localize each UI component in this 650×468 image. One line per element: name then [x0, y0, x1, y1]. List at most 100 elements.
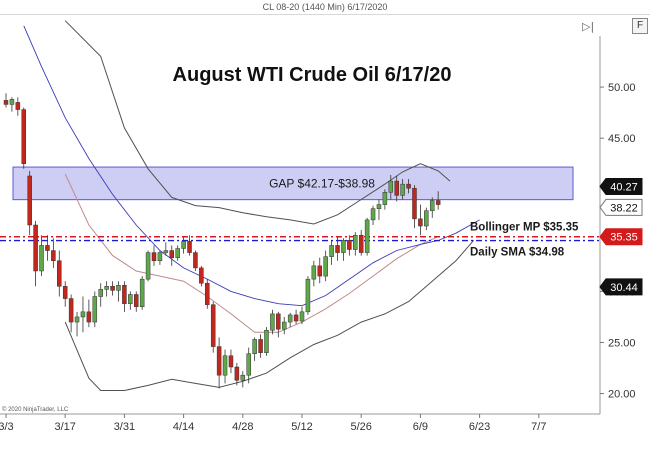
- candle-body: [86, 311, 92, 323]
- candle: [347, 235, 352, 256]
- candle-body: [139, 278, 145, 307]
- candle-body: [323, 256, 328, 277]
- candle: [287, 312, 293, 328]
- candle: [122, 281, 127, 312]
- candle-body: [317, 265, 323, 277]
- candle: [193, 250, 198, 271]
- candle: [335, 237, 340, 261]
- candle-body: [98, 289, 103, 297]
- x-tick-label: 5/12: [291, 421, 312, 433]
- candle: [299, 306, 305, 325]
- price-label-box: [599, 278, 643, 296]
- x-axis: 3/3 3/17 3/31 4/14 4/28 5/12 5/26 6/9 6/23 7/7: [0, 414, 546, 433]
- candle-body: [429, 200, 435, 211]
- candle: [406, 179, 411, 194]
- x-tick-label: 4/28: [232, 421, 253, 433]
- candle-body: [412, 187, 417, 220]
- candle-body: [45, 245, 50, 251]
- candle: [187, 235, 192, 256]
- candle: [222, 349, 228, 384]
- candle-body: [169, 250, 175, 258]
- candle: [234, 362, 240, 386]
- price-label-tag: 38.22: [599, 198, 643, 216]
- candle-body: [276, 313, 281, 330]
- candle: [264, 327, 269, 356]
- candle-body: [281, 321, 287, 330]
- price-label-text: 40.27: [610, 181, 638, 193]
- candle: [133, 291, 139, 312]
- plot-area: [0, 36, 600, 414]
- candle: [341, 238, 346, 261]
- candle-body: [151, 252, 157, 262]
- candle: [157, 250, 163, 265]
- candle-body: [287, 314, 293, 323]
- candle: [429, 197, 435, 218]
- candle: [51, 238, 56, 268]
- panel-toggle-button[interactable]: F: [632, 18, 648, 34]
- candle: [376, 199, 382, 220]
- candle-body: [347, 240, 352, 250]
- candle: [163, 242, 169, 256]
- candle-body: [382, 192, 388, 205]
- copyright-text: © 2020 NinjaTrader, LLC: [2, 406, 69, 413]
- candle-body: [3, 100, 9, 105]
- candle: [92, 291, 98, 328]
- gap-label: GAP $42.17-$38.98: [269, 176, 375, 190]
- candle-body: [394, 180, 399, 196]
- candle: [3, 93, 9, 108]
- candle: [151, 245, 157, 266]
- candle-body: [293, 314, 299, 322]
- candle: [394, 175, 399, 202]
- candle-body: [110, 286, 115, 291]
- candle: [281, 316, 287, 335]
- candle: [181, 237, 186, 254]
- candle-body: [376, 204, 382, 209]
- candle-body: [264, 329, 269, 353]
- candle: [293, 309, 299, 325]
- candle: [435, 191, 441, 210]
- candle: [33, 220, 38, 287]
- candle: [388, 174, 394, 200]
- candle: [400, 179, 405, 200]
- candles: [3, 93, 441, 389]
- candle-body: [228, 355, 234, 368]
- candle: [240, 371, 246, 388]
- candle: [27, 170, 32, 236]
- candle: [412, 185, 417, 229]
- candle: [145, 250, 151, 282]
- price-label-box: [599, 228, 643, 246]
- candle: [57, 250, 62, 297]
- candle-body: [400, 183, 405, 196]
- x-tick-label: 3/17: [54, 421, 75, 433]
- candle: [104, 281, 109, 297]
- candle: [364, 217, 370, 256]
- scroll-to-end-icon[interactable]: ▷|: [582, 20, 595, 33]
- chart-title: August WTI Crude Oil 6/17/20: [173, 64, 452, 86]
- candle-body: [222, 355, 228, 376]
- candle: [9, 97, 15, 112]
- candle-body: [246, 353, 251, 376]
- candle-body: [57, 260, 62, 287]
- candle-body: [33, 224, 38, 272]
- y-tick-label: 20.00: [608, 389, 636, 401]
- y-tick-label: 25.00: [608, 337, 636, 349]
- candle-body: [163, 250, 169, 253]
- candle-body: [353, 234, 358, 250]
- candle: [15, 97, 21, 116]
- candle-body: [205, 282, 210, 305]
- candle-body: [234, 366, 240, 381]
- y-tick-label: 50.00: [608, 82, 636, 94]
- x-tick-label: 5/26: [350, 421, 371, 433]
- candle-body: [51, 250, 56, 262]
- candle-body: [199, 267, 204, 284]
- candle-body: [27, 175, 32, 226]
- candle: [276, 311, 281, 338]
- candle: [98, 283, 103, 307]
- candle-body: [80, 311, 86, 318]
- candle-body: [305, 278, 311, 313]
- candle-body: [187, 241, 192, 253]
- candle-body: [128, 294, 133, 304]
- candle-body: [104, 286, 109, 290]
- price-label-tag: 30.44: [599, 278, 643, 296]
- candle: [323, 250, 328, 282]
